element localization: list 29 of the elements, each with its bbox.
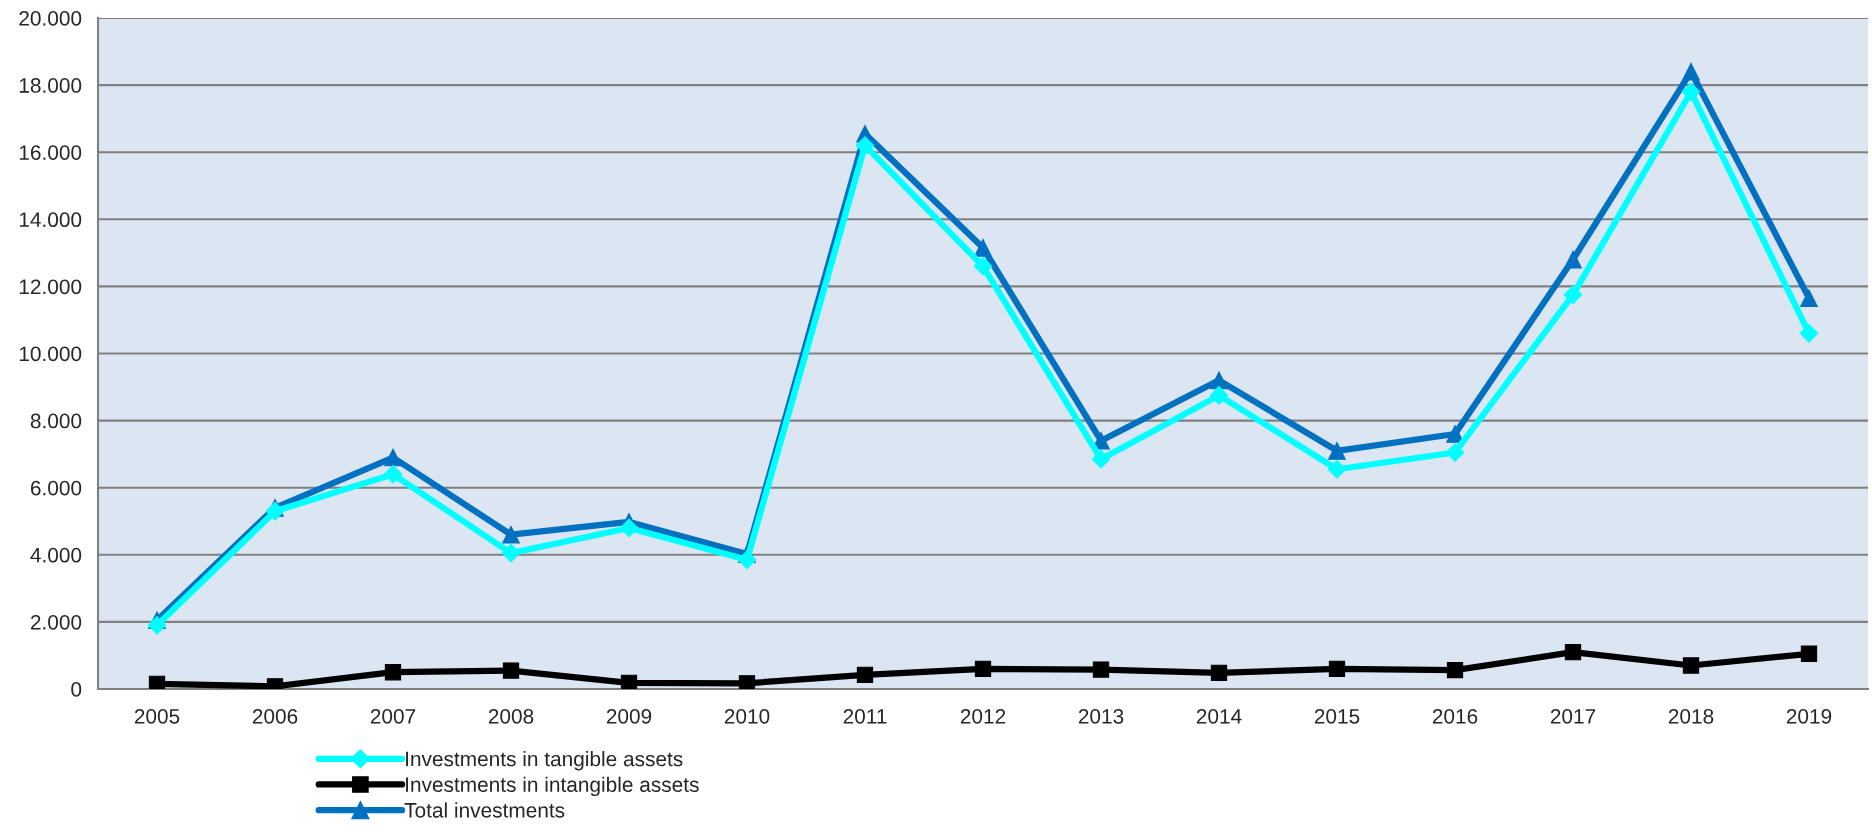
y-tick-label: 6.000 [30, 480, 82, 496]
x-tick-label: 2017 [1550, 708, 1596, 724]
y-tick-label: 0 [71, 682, 82, 697]
y-tick-label: 10.000 [19, 346, 82, 362]
x-tick-label: 2008 [488, 708, 534, 724]
x-tick-label: 2005 [134, 708, 180, 724]
x-tick-label: 2012 [960, 708, 1006, 724]
x-tick-label: 2010 [724, 708, 770, 724]
legend-label: Investments in tangible assets [406, 751, 683, 771]
x-tick-label: 2006 [252, 708, 298, 724]
legend-label: Investments in intangible assets [406, 776, 699, 797]
y-tick-label: 20.000 [19, 11, 82, 26]
x-tick-label: 2007 [370, 708, 416, 724]
x-tick-label: 2018 [1668, 708, 1714, 724]
x-tick-label: 2015 [1314, 708, 1360, 724]
legend-label: Total investments [404, 802, 565, 818]
x-tick-label: 2019 [1786, 708, 1832, 724]
y-tick-label: 8.000 [30, 413, 82, 429]
x-tick-label: 2013 [1078, 708, 1124, 724]
y-tick-label: 12.000 [19, 279, 82, 295]
y-tick-label: 16.000 [19, 145, 82, 160]
y-tick-label: 4.000 [30, 547, 82, 563]
x-tick-label: 2011 [843, 708, 887, 724]
y-tick-label: 2.000 [30, 614, 82, 630]
y-tick-label: 18.000 [19, 78, 82, 93]
x-tick-label: 2009 [606, 708, 652, 724]
x-tick-label: 2014 [1196, 708, 1242, 724]
y-tick-label: 14.000 [19, 212, 82, 228]
x-tick-label: 2016 [1432, 708, 1478, 724]
